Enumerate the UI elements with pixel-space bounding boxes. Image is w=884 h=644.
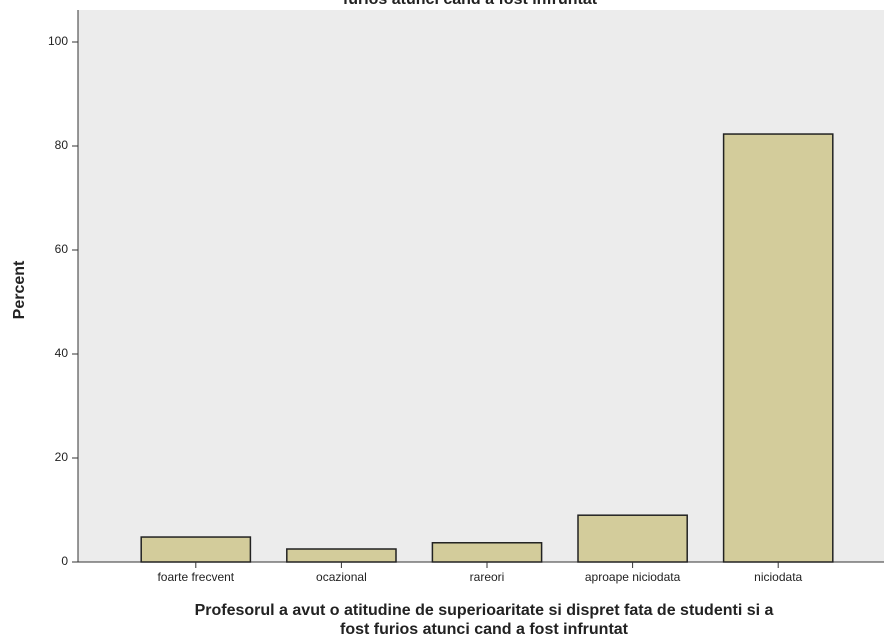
- y-tick-label: 40: [55, 346, 69, 360]
- bar: [722, 133, 834, 563]
- x-tick-label: aproape niciodata: [585, 570, 681, 584]
- bar: [286, 548, 397, 563]
- y-tick-label: 20: [55, 450, 69, 464]
- y-axis-title: Percent: [11, 260, 28, 319]
- x-tick-label: foarte frecvent: [157, 570, 234, 584]
- bar: [577, 514, 688, 563]
- bar: [431, 542, 543, 563]
- bar: [140, 536, 252, 563]
- x-axis-title: fost furios atunci cand a fost infruntat: [340, 621, 629, 638]
- x-axis-title: Profesorul a avut o atitudine de superio…: [195, 602, 774, 619]
- y-tick-label: 0: [61, 554, 68, 568]
- y-tick-label: 60: [55, 242, 69, 256]
- x-tick-label: rareori: [470, 570, 505, 584]
- y-tick-label: 100: [48, 34, 68, 48]
- x-tick-label: ocazional: [316, 570, 367, 584]
- x-tick-label: niciodata: [754, 570, 802, 584]
- chart-title: furios atunci cand a fost infruntat: [343, 0, 598, 8]
- y-tick-label: 80: [55, 138, 69, 152]
